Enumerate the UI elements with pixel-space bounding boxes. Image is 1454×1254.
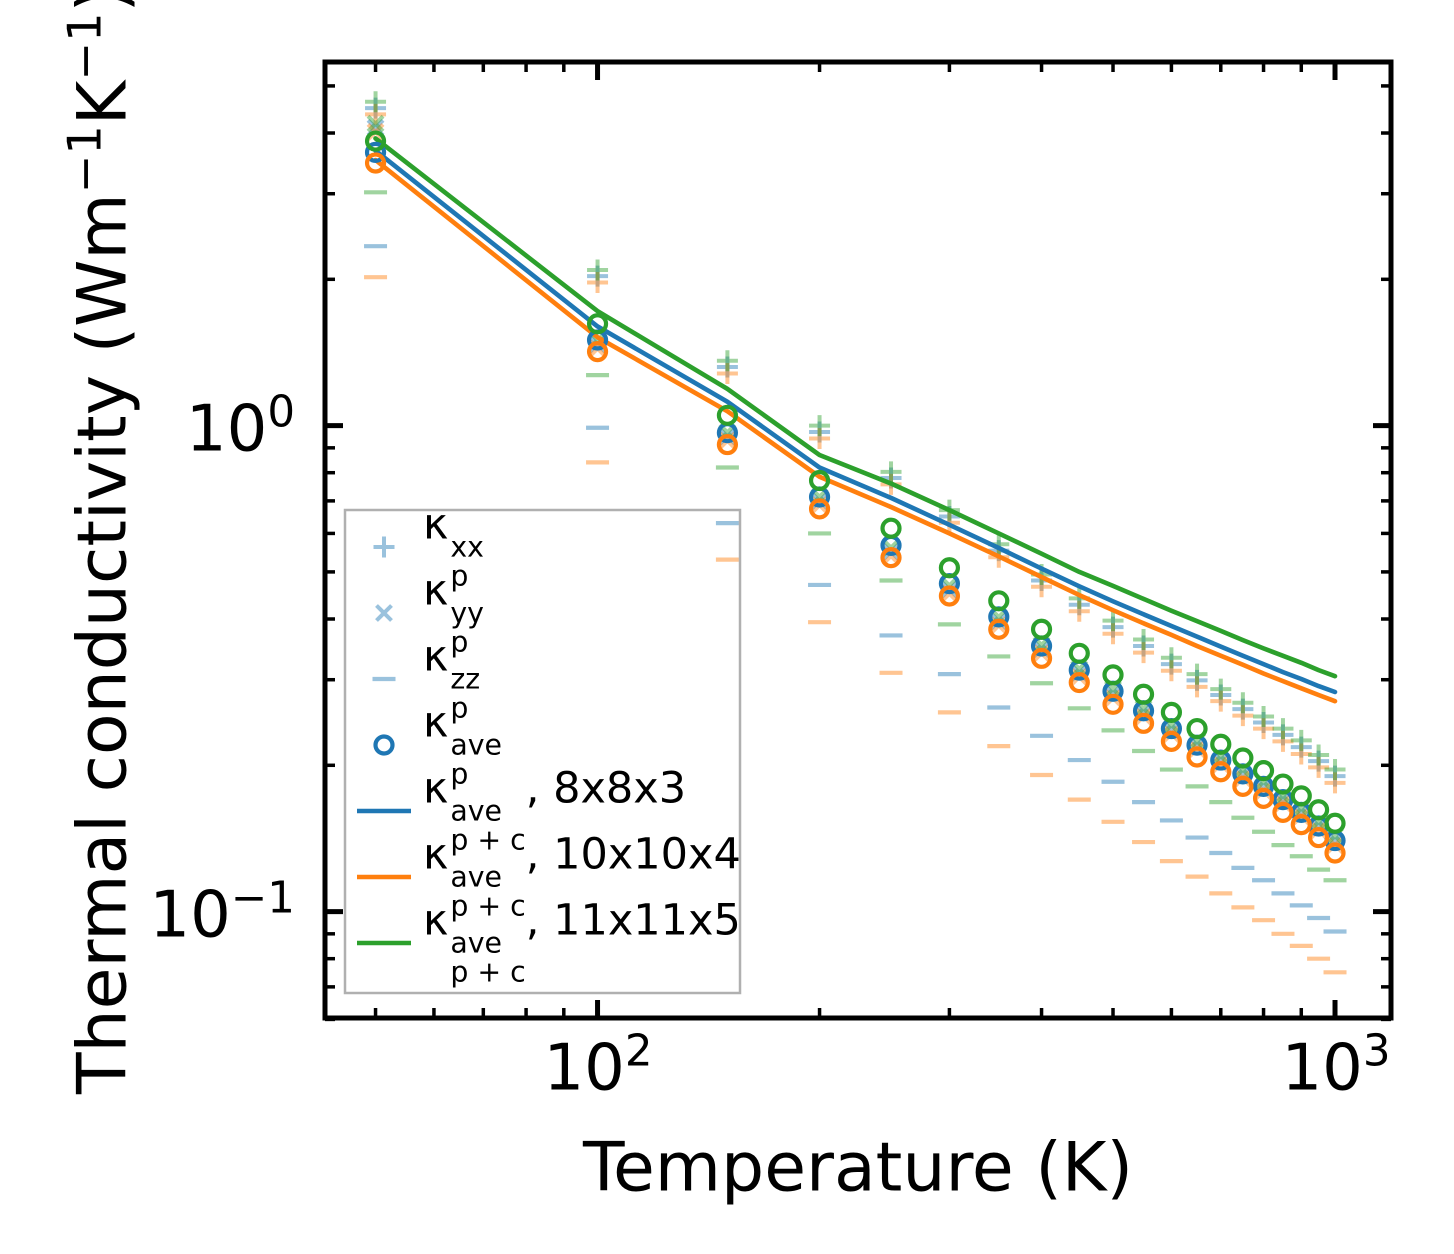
legend-label-kp-ave: κ ave p (423, 697, 502, 788)
scatter-kappa_p_xx-10x10x4 (365, 103, 1346, 794)
tick-base: 10 (149, 878, 231, 953)
legend-subscript: p (450, 558, 469, 592)
scatter-kappa_p_xx-8x8x3 (365, 97, 1346, 787)
scatter-kappa_p_ave-10x10x4 (364, 152, 1346, 864)
legend-subscript: p (450, 624, 469, 658)
kappa-symbol: κ (423, 895, 449, 946)
tick-base: 10 (1281, 1031, 1363, 1106)
tick-base: 10 (543, 1031, 625, 1106)
legend-superscript: ave (450, 728, 502, 762)
legend-label-kpc-10x10x4: κ ave p + c , 10x10x4 (423, 829, 741, 920)
scatter-kappa_p_xx-11x11x5 (365, 91, 1346, 781)
scatter-kappa_p_zz-11x11x5 (364, 190, 1347, 883)
tick-exponent: 0 (267, 387, 295, 438)
kappa-symbol: κ (423, 631, 449, 682)
legend-suffix: , 11x11x5 (525, 895, 741, 946)
legend-label-kpc-8x8x3: κ ave p + c , 8x8x3 (423, 763, 686, 854)
plot-frame (322, 59, 1394, 1021)
legend-superscript: zz (450, 662, 481, 696)
scatter-kappa_p_zz-8x8x3 (364, 244, 1347, 934)
legend-superscript: xx (450, 530, 484, 564)
legend-suffix: , 8x8x3 (525, 763, 687, 814)
legend-label-kp-xx: κ xx p (423, 499, 484, 590)
tick-exponent: 2 (624, 1026, 653, 1077)
line-kappa_p_plus_c_ave_11x11x5 (373, 136, 1338, 679)
y-axis-label-text: K (63, 80, 143, 126)
legend-subscript: p + c (450, 822, 526, 856)
legend-subscript: p (450, 690, 469, 724)
y-axis-label: Thermal conductivity (Wm−1K−1) (57, 0, 142, 1094)
kappa-symbol: κ (423, 499, 449, 550)
legend-superscript: ave (450, 794, 502, 828)
x-axis-label: Temperature (K) (583, 1129, 1133, 1208)
legend-subscript: p + c (450, 888, 526, 922)
legend-subscript: p + c (450, 954, 526, 988)
legend-suffix: , 10x10x4 (525, 829, 741, 880)
legend-box (343, 508, 742, 995)
legend-sample-1 (375, 604, 393, 622)
line-kappa_p_plus_c_ave_10x10x4 (373, 157, 1338, 704)
x-axis-label-text: Temperature (K) (582, 1128, 1134, 1208)
legend-subscript: p (450, 756, 469, 790)
legend-superscript: yy (450, 596, 484, 630)
tick-base: 10 (185, 392, 268, 467)
x-tick-label-100: 102 (543, 1027, 652, 1106)
x-tick-label-1000: 103 (1281, 1027, 1390, 1106)
kappa-symbol: κ (423, 763, 449, 814)
legend-label-kpc-11x11x5: κ ave p + c , 11x11x5 (423, 895, 741, 986)
y-tick-label-1: 100 (186, 388, 295, 467)
y-axis-label-text: Thermal conductivity (Wm (63, 193, 143, 1095)
scatter-kappa_p_yy-11x11x5 (366, 114, 1344, 846)
legend-superscript: ave (450, 926, 502, 960)
tick-exponent: 3 (1362, 1026, 1391, 1077)
legend-label-kp-zz: κ zz p (423, 631, 480, 722)
legend-sample-3 (373, 734, 395, 756)
scatter-kappa_p_zz-10x10x4 (364, 275, 1347, 975)
legend-superscript: ave (450, 860, 502, 894)
y-axis-label-superscript: −1 (57, 125, 112, 194)
kappa-symbol: κ (423, 829, 449, 880)
y-axis-label-text: ) (64, 0, 143, 13)
legend-sample-0 (373, 536, 395, 558)
tick-exponent: −1 (230, 873, 295, 924)
kappa-symbol: κ (423, 697, 449, 748)
scatter-kappa_p_ave-11x11x5 (364, 130, 1346, 834)
line-kappa_p_plus_c_ave_8x8x3 (373, 148, 1338, 695)
y-tick-label-0.1: 10−1 (149, 874, 295, 953)
y-axis-label-superscript: −1 (57, 12, 112, 81)
kappa-symbol: κ (423, 565, 449, 616)
legend-label-kp-yy: κ yy p (423, 565, 484, 656)
